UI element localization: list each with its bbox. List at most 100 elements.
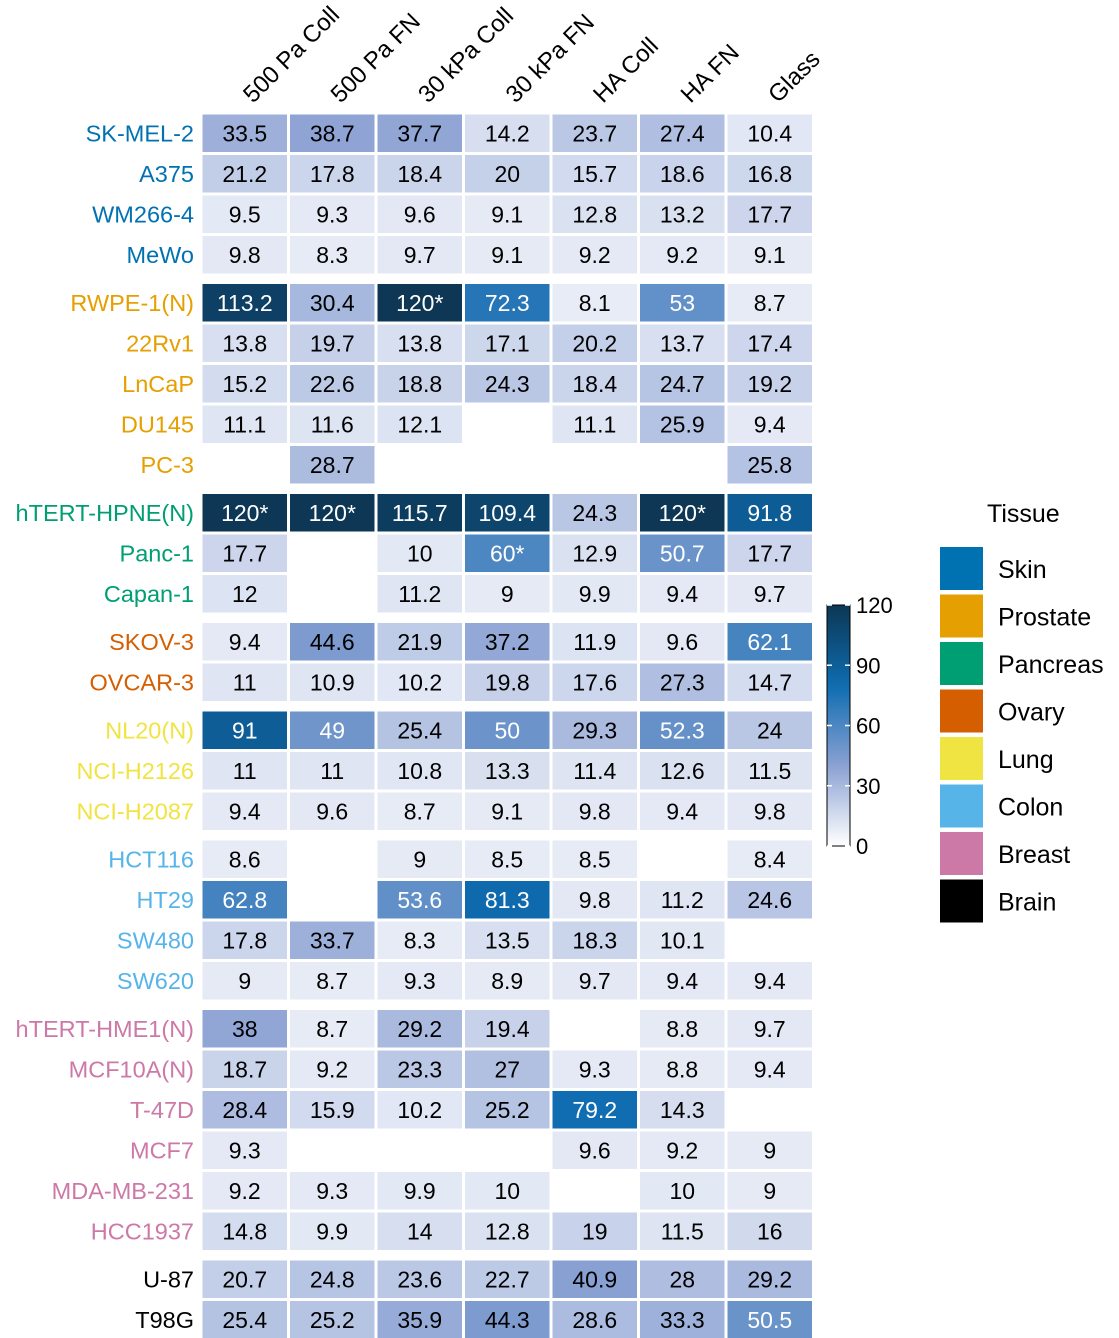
legend-title: Tissue [987,500,1060,528]
cell-value-label: 9.9 [404,1178,436,1204]
heatmap-cell [290,921,375,959]
heatmap-cell [727,155,812,193]
legend-label: Pancreas [998,651,1104,679]
heatmap-cell [377,663,462,701]
cell-value-label: 11.5 [661,1218,704,1244]
heatmap-cell [465,792,550,830]
cell-value-label: 27.3 [660,669,705,695]
heatmap-cell [727,1172,812,1210]
heatmap-cell [727,446,812,484]
cell-value-label: 25.2 [485,1097,530,1123]
legend-label: Skin [998,556,1047,584]
cell-value-label: 8.3 [404,927,436,953]
cell-value-label: 15.2 [222,371,267,397]
heatmap-cell [465,534,550,572]
heatmap-cell [377,236,462,274]
heatmap-cell [727,663,812,701]
heatmap-cell [377,1212,462,1250]
cell-value-label: 17.8 [310,161,355,187]
cell-value-label: 28.6 [572,1307,617,1333]
cell-value-label: 29.3 [572,717,617,743]
cell-value-label: 9.7 [754,1016,786,1042]
heatmap-cell [465,921,550,959]
cell-value-label: 9.6 [316,798,348,824]
heatmap-cell [465,1172,550,1210]
heatmap-cell [640,575,725,613]
cell-value-label: 9.6 [666,629,698,655]
heatmap-cell [552,881,637,919]
cell-value-label: 14.7 [747,669,792,695]
row-label: T98G [135,1307,194,1333]
cell-value-label: 40.9 [572,1266,617,1292]
heatmap-cell [727,1050,812,1088]
cell-value-label: 21.2 [222,161,267,187]
heatmap-cell [465,623,550,661]
cell-value-label: 17.7 [747,201,792,227]
heatmap-cell [727,1301,812,1338]
heatmap-cell [640,236,725,274]
colorbar-tick-label: 60 [856,714,880,739]
row-label: SW480 [117,927,194,953]
cell-value-label: 11.5 [748,758,791,784]
cell-value-label: 9.3 [316,1178,348,1204]
heatmap-cell [640,1301,725,1338]
colorbar: 0 30 60 90 120 [826,593,893,859]
cell-value-label: 14 [407,1218,433,1244]
heatmap-cell [377,752,462,790]
row-label: WM266-4 [92,201,194,227]
heatmap-cell [552,752,637,790]
heatmap-cell [202,921,287,959]
heatmap-cell [465,114,550,152]
heatmap-cell [290,446,375,484]
cell-value-label: 9.5 [229,201,261,227]
cell-value-label: 24.6 [747,887,792,913]
cell-value-label: 113.2 [217,290,273,316]
cell-value-label: 13.3 [485,758,530,784]
row-labels: SK-MEL-2 A375 WM266-4 MeWo RWPE-1(N) 22Rv1 LnC… [16,120,194,1333]
heatmap-cell [552,365,637,403]
cell-value-label: 10 [494,1178,520,1204]
legend-label: Brain [998,889,1056,917]
heatmap-cell [465,365,550,403]
heatmap-cell [202,792,287,830]
legend-swatch [940,689,983,733]
heatmap-cell [377,921,462,959]
heatmap-cell [465,324,550,362]
cell-value-label: 10.9 [310,669,355,695]
cell-value-label: 9.2 [666,242,698,268]
row-label: SK-MEL-2 [86,120,194,146]
cell-value-label: 11.2 [398,581,441,607]
cell-value-label: 115.7 [392,500,448,526]
cell-value-label: 8.9 [491,968,523,994]
row-label: HT29 [137,887,194,913]
cell-value-label: 24.3 [572,500,617,526]
tissue-legend: Tissue Skin Prostate Pancreas Ovary Lung Colon… [940,500,1104,923]
cell-value-label: 9.7 [579,968,611,994]
heatmap-cell [552,324,637,362]
cell-value-label: 20.2 [572,330,617,356]
cell-value-label: 9.3 [404,968,436,994]
cell-value-label: 9.8 [579,798,611,824]
heatmap-cell [640,534,725,572]
cell-value-label: 9.8 [229,242,261,268]
cell-value-label: 11.9 [573,629,616,655]
heatmap-cell [640,1091,725,1129]
cell-value-label: 10 [407,540,433,566]
heatmap-cell [727,840,812,878]
legend-swatch [940,594,983,638]
cell-value-label: 9.8 [754,798,786,824]
cell-value-label: 28 [669,1266,695,1292]
heatmap-cell [377,1050,462,1088]
heatmap-cell [727,711,812,749]
heatmap-cell [727,324,812,362]
cell-value-label: 23.7 [572,120,617,146]
heatmap-cell [377,114,462,152]
cell-value-label: 52.3 [660,717,705,743]
heatmap-cell [640,1260,725,1298]
cell-value-label: 8.7 [754,290,786,316]
cell-value-label: 44.3 [485,1307,530,1333]
heatmap-cell [377,711,462,749]
heatmap-cell [377,840,462,878]
row-label: A375 [139,161,194,187]
heatmap-cell [202,1260,287,1298]
